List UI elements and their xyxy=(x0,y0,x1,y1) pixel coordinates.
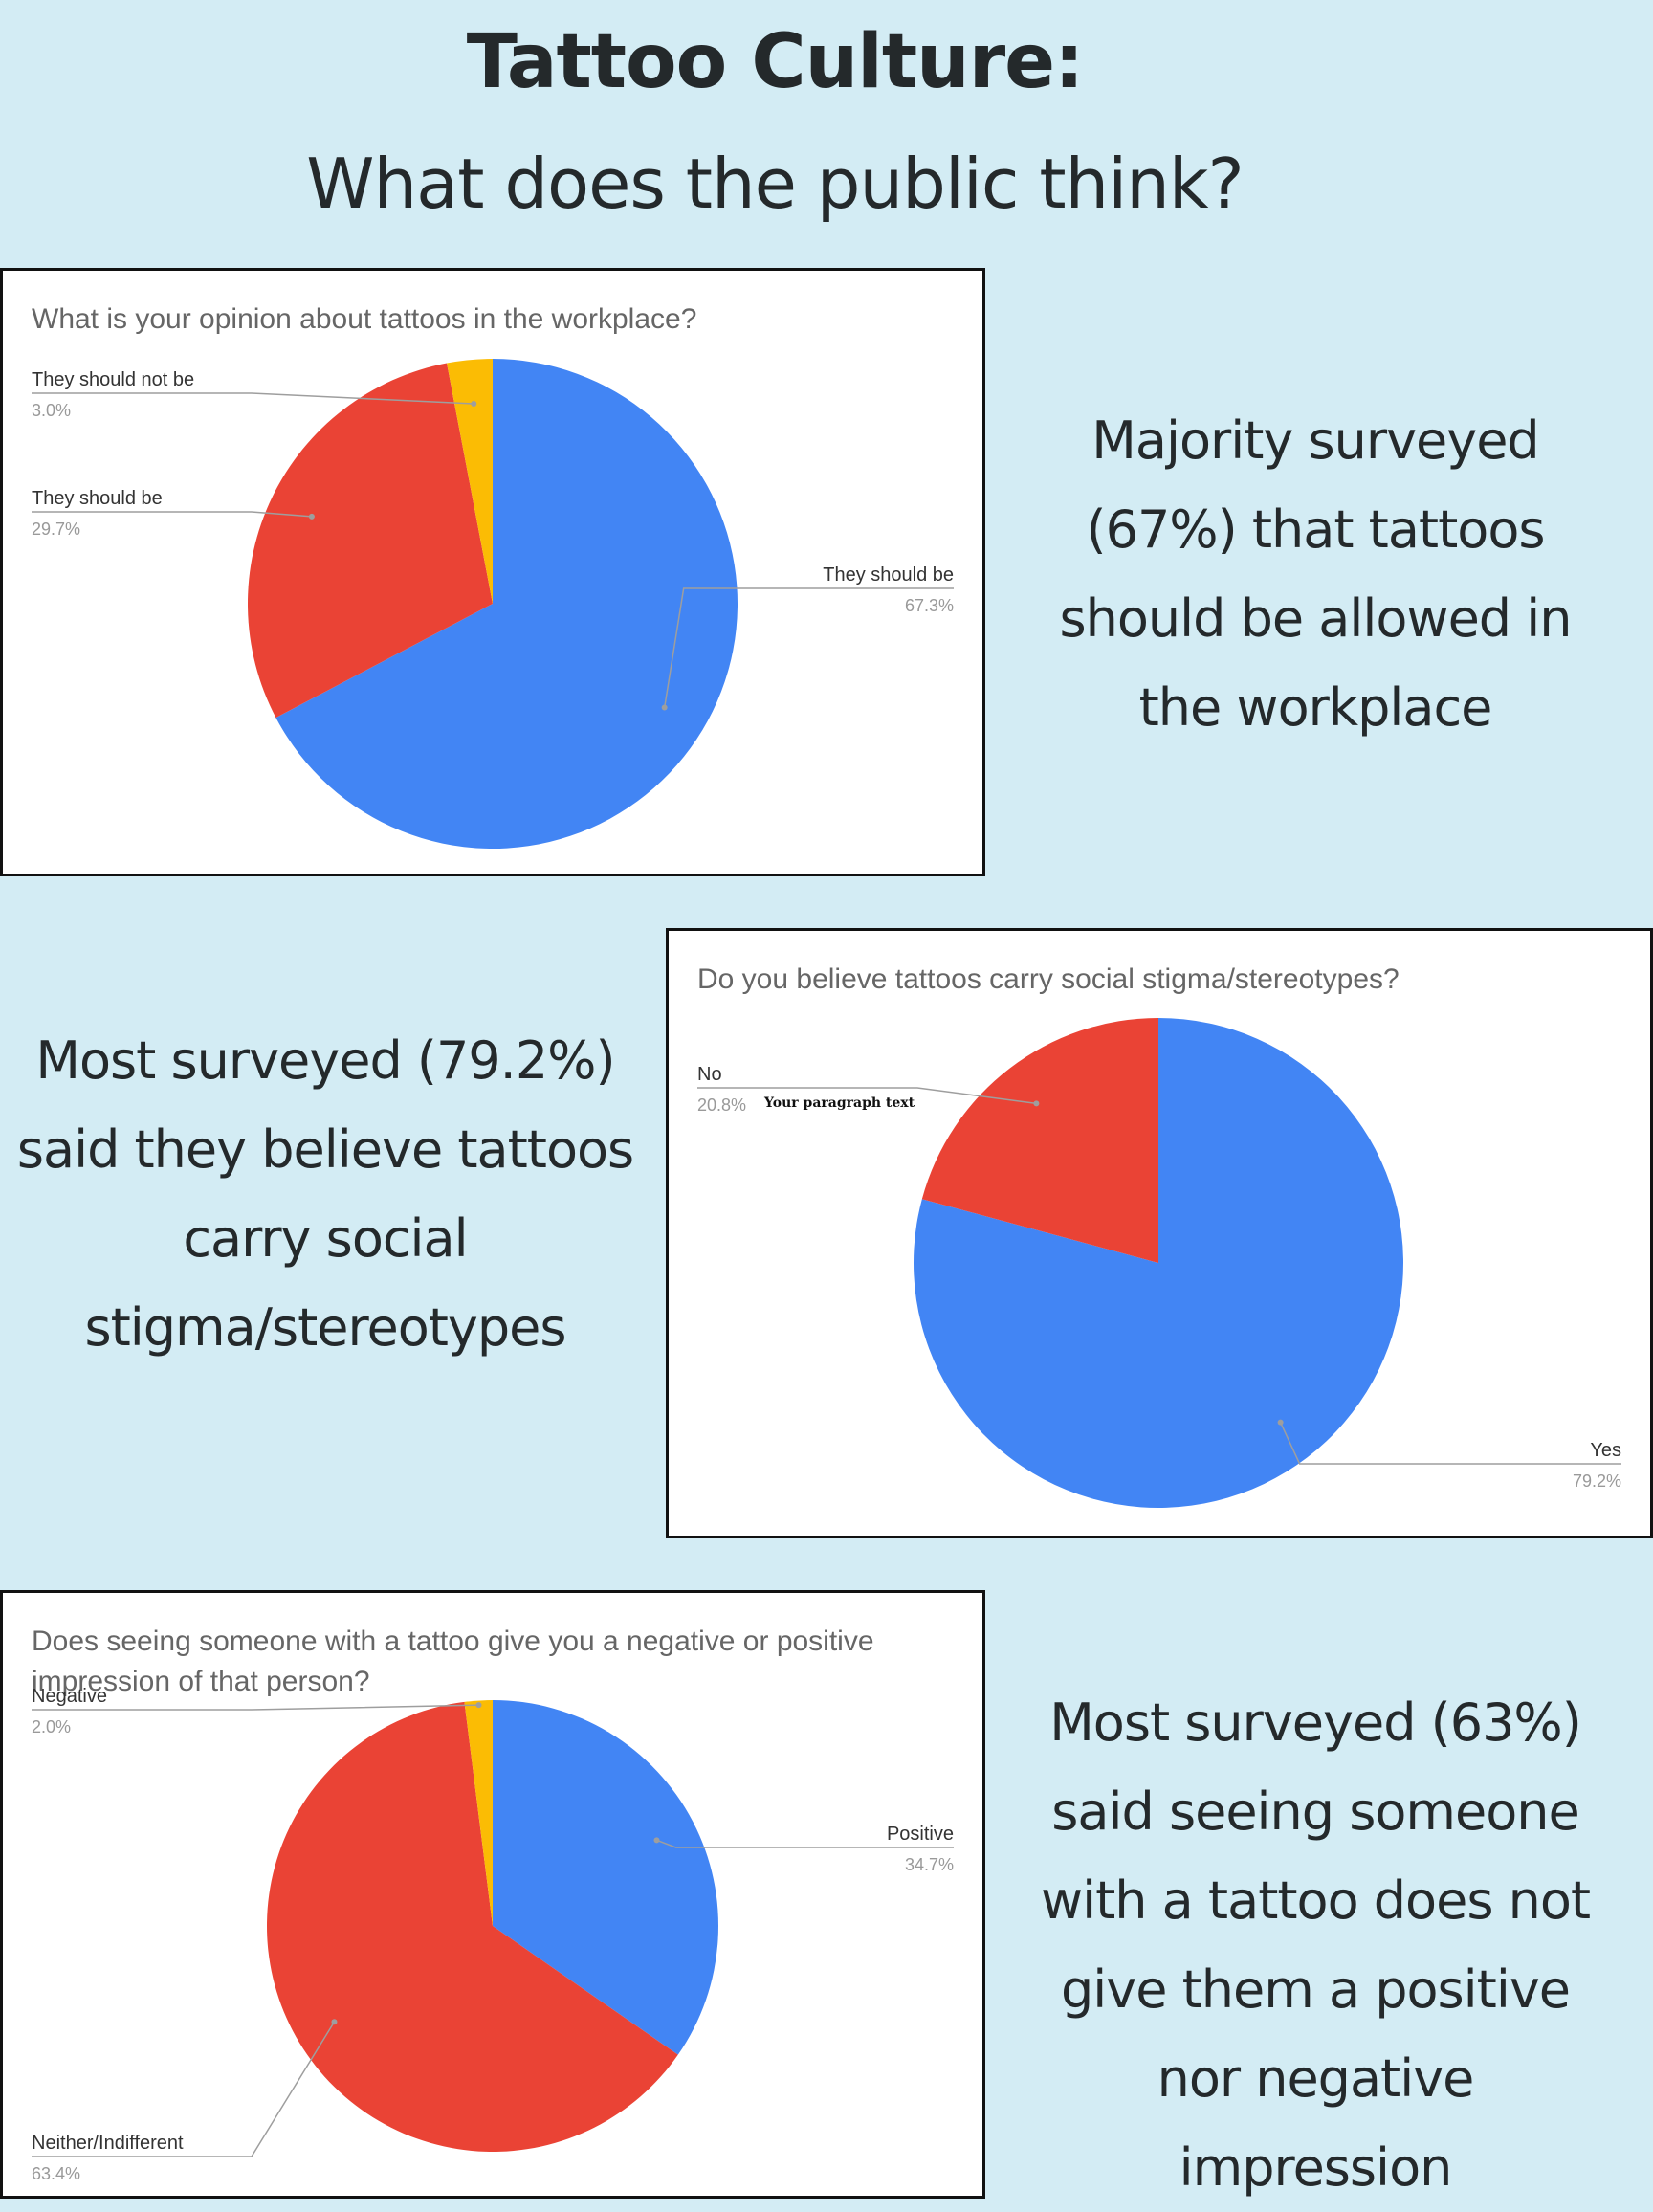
slice-label-yes-0: Yes xyxy=(1590,1440,1621,1461)
page-subtitle: What does the public think? xyxy=(306,144,1245,224)
slice-label-negative-2: Negative xyxy=(32,1686,107,1707)
leader-line-positive-0 xyxy=(656,1839,954,1848)
slice-label-they-should-be-0: They should be xyxy=(823,564,954,586)
pie-slice-they-should-not-be-2 xyxy=(447,359,493,604)
pie-slice-they-should-be-1 xyxy=(248,363,493,719)
caption-impression: Most surveyed (63%) said seeing someone … xyxy=(1040,1692,1591,2198)
slice-value-neither-indifferent-1: 63.4% xyxy=(32,2164,80,2183)
leader-dot-no-1 xyxy=(1033,1100,1040,1107)
leader-line-they-should-be-0 xyxy=(663,587,954,708)
pie-slice-they-should-be-0 xyxy=(276,359,738,849)
slice-label-they-should-not-be-2: They should not be xyxy=(32,369,194,390)
slice-value-negative-2: 2.0% xyxy=(32,1717,71,1736)
chart-card-stigma: Do you believe tattoos carry social stig… xyxy=(666,928,1653,1538)
leader-line-they-should-not-be-2 xyxy=(32,392,474,405)
chart-title-impression: Does seeing someone with a tattoo give y… xyxy=(32,1626,874,1697)
leader-line-they-should-be-1 xyxy=(32,511,312,518)
leader-dot-negative-2 xyxy=(475,1702,482,1709)
slice-value-yes-0: 79.2% xyxy=(1573,1471,1621,1491)
leader-dot-they-should-be-0 xyxy=(661,704,668,711)
leader-line-neither-indifferent-1 xyxy=(32,2021,336,2157)
pie-chart-impression: Positive 34.7% Neither/Indifferent 63.4% Neg… xyxy=(32,1686,954,2183)
slice-value-they-should-not-be-2: 3.0% xyxy=(32,401,71,420)
slice-label-they-should-be-1: They should be xyxy=(32,488,163,509)
slice-value-they-should-be-0: 67.3% xyxy=(905,596,954,615)
slice-label-neither-indifferent-1: Neither/Indifferent xyxy=(32,2133,184,2154)
leader-dot-neither-indifferent-1 xyxy=(331,2019,338,2025)
slice-label-no-1: No xyxy=(697,1064,722,1085)
slice-label-positive-0: Positive xyxy=(887,1824,954,1845)
chart-title-workplace: What is your opinion about tattoos in th… xyxy=(32,303,697,335)
page-title: Tattoo Culture: xyxy=(466,19,1085,105)
leader-line-no-1 xyxy=(697,1087,1037,1105)
overlay-placeholder-text: Your paragraph text xyxy=(764,1095,915,1111)
chart-card-workplace: What is your opinion about tattoos in th… xyxy=(0,268,985,876)
leader-dot-yes-0 xyxy=(1277,1419,1284,1426)
leader-line-negative-2 xyxy=(32,1704,479,1711)
chart-title-stigma: Do you believe tattoos carry social stig… xyxy=(697,963,1400,995)
pie-chart-stigma: Yes 79.2% No 20.8% xyxy=(697,1018,1621,1508)
leader-dot-they-should-not-be-2 xyxy=(471,401,477,408)
leader-dot-positive-0 xyxy=(653,1837,660,1844)
leader-line-yes-0 xyxy=(1279,1422,1621,1465)
chart-card-impression: Does seeing someone with a tattoo give y… xyxy=(0,1590,985,2199)
slice-value-they-should-be-1: 29.7% xyxy=(32,520,80,539)
caption-stigma: Most surveyed (79.2%) said they believe … xyxy=(16,1030,634,1358)
pie-slice-no-1 xyxy=(921,1018,1158,1263)
leader-dot-they-should-be-1 xyxy=(308,513,315,520)
slice-value-positive-0: 34.7% xyxy=(905,1855,954,1874)
pie-chart-workplace: They should be 67.3% They should be 29.7% Th… xyxy=(32,359,954,849)
slice-value-no-1: 20.8% xyxy=(697,1095,746,1115)
caption-workplace: Majority surveyed (67%) that tattoos sho… xyxy=(1059,410,1573,738)
pie-slice-positive-0 xyxy=(493,1700,718,2055)
pie-slice-negative-2 xyxy=(464,1700,493,1926)
pie-slice-neither-indifferent-1 xyxy=(266,1701,678,2152)
